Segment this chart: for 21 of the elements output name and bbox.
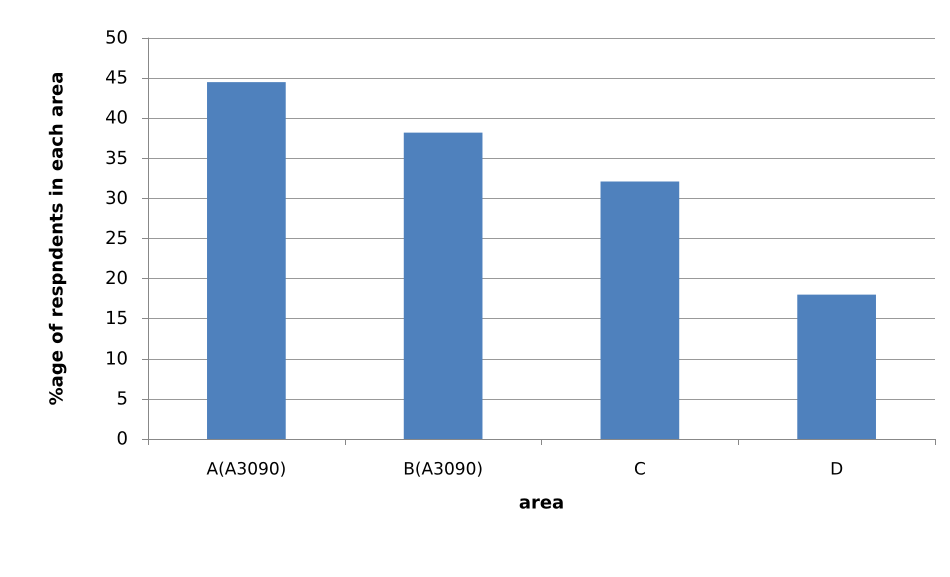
bar [404, 132, 482, 439]
y-tick-label: 0 [116, 428, 128, 450]
y-tick-label: 25 [105, 228, 128, 249]
y-tick-label: 45 [105, 68, 128, 89]
x-axis-title: area [518, 492, 564, 514]
y-axis-title: %age of respndents in each area [46, 72, 68, 406]
x-tick-label: D [830, 460, 844, 480]
y-tick-label: 5 [116, 388, 128, 410]
x-tick-label: C [634, 460, 646, 480]
y-tick-label: 30 [105, 188, 128, 209]
y-tick-label: 35 [105, 148, 128, 169]
x-tick-label: B(A3090) [403, 460, 484, 480]
bar [207, 82, 286, 439]
y-tick-label: 40 [105, 108, 128, 129]
bar [600, 182, 680, 439]
y-tick-label: 50 [105, 28, 128, 48]
y-tick-label: 20 [105, 268, 128, 290]
bar [797, 294, 876, 439]
y-tick-label: 10 [105, 348, 128, 370]
x-tick-label: A(A3090) [206, 460, 286, 480]
y-tick-label: 15 [105, 308, 128, 330]
